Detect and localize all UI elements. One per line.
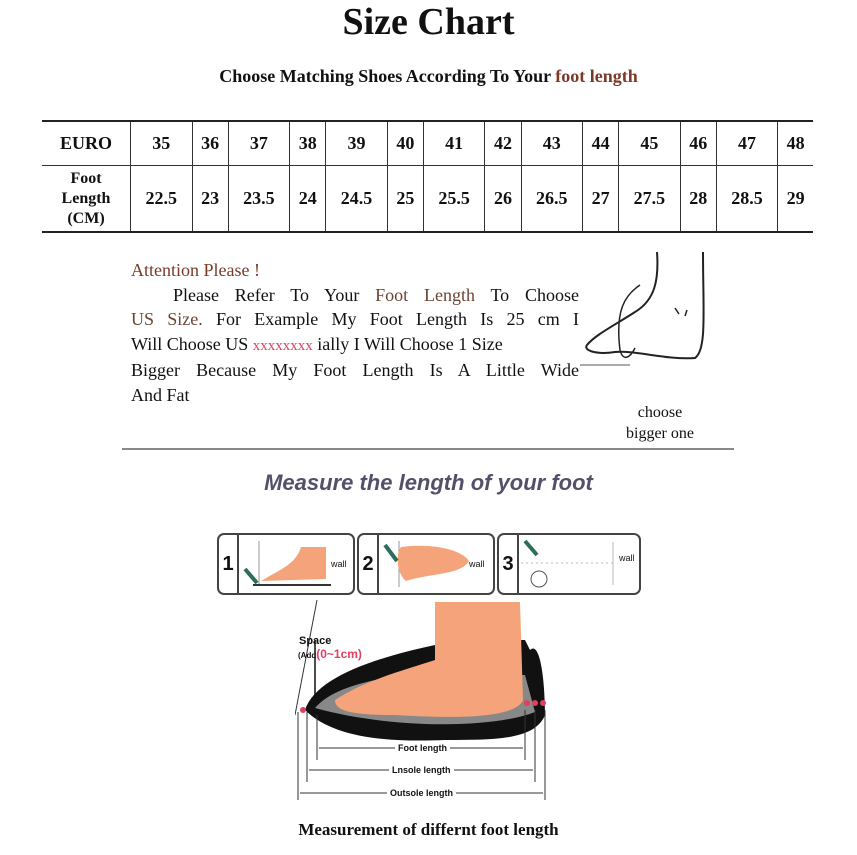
foot-top-icon <box>383 541 469 587</box>
space-add-label: (Add(0~1cm) <box>298 647 362 661</box>
foot-length-cell: 27.5 <box>618 165 681 232</box>
outsole-length-label: Outsole length <box>387 788 456 798</box>
euro-size-cell: 38 <box>289 121 326 166</box>
subtitle-text: Choose Matching Shoes According To Your <box>219 66 556 86</box>
step-3-panel: 3 wall <box>497 533 641 595</box>
choose-label-line: choose <box>637 404 683 421</box>
foot-length-cell: 23.5 <box>227 165 290 232</box>
step-2-panel: 2 wall <box>357 533 495 595</box>
choose-bigger-label: choose bigger one <box>610 402 710 444</box>
note-text: Foot Length <box>375 284 475 305</box>
foot-length-cell: 28.5 <box>715 165 778 232</box>
foot-length-cell: 26 <box>484 165 521 232</box>
measure-heading: Measure the length of your foot <box>264 470 593 495</box>
add-prefix: (Add <box>298 651 317 660</box>
foot-length-cell: 26.5 <box>520 165 583 232</box>
foot-side-icon <box>243 541 331 586</box>
diagram-caption: Measurement of differnt foot length <box>298 820 559 839</box>
foot-length-cell: 25 <box>386 165 424 232</box>
euro-size-cell: 43 <box>520 121 583 166</box>
foot-length-cell: 25.5 <box>422 165 485 232</box>
foot-length-cell: 24 <box>289 165 326 232</box>
step-number: 1 <box>219 535 239 593</box>
foot-length-cell: 28 <box>679 165 717 232</box>
wall-label: wall <box>331 559 347 569</box>
euro-size-cell: 42 <box>484 121 521 166</box>
note-text: Please Refer To Your <box>173 284 376 305</box>
foot-length-cell: 29 <box>777 165 813 232</box>
add-value: (0~1cm) <box>316 647 362 661</box>
foot-length-row: Foot Length (CM) 22.5 23 23.5 24 24.5 25 25.5 26 26… <box>42 165 813 232</box>
foot-length-cell: 24.5 <box>325 165 388 232</box>
row-header: EURO <box>42 121 131 166</box>
wall-label: wall <box>469 559 485 569</box>
euro-size-cell: 48 <box>777 121 813 166</box>
euro-size-cell: 44 <box>582 121 619 166</box>
euro-size-cell: 47 <box>715 121 778 166</box>
foot-sketch <box>580 251 705 366</box>
subtitle: Choose Matching Shoes According To Your … <box>0 66 857 87</box>
step-1-panel: 1 wall <box>217 533 355 595</box>
note-text: For Example My Foot Length Is 25 cm I <box>202 309 580 329</box>
note-text: To Choose <box>474 284 579 305</box>
step-number: 3 <box>499 535 519 593</box>
row-header: Foot Length (CM) <box>61 169 111 227</box>
foot-length-cell: 23 <box>191 165 229 232</box>
size-table: EURO 35 36 37 38 39 40 41 42 43 44 45 46 47 48 Foot Len… <box>42 120 813 233</box>
ruler-icon <box>521 539 616 588</box>
space-label: Space <box>299 635 332 647</box>
insole-length-label: Lnsole length <box>389 765 454 775</box>
euro-size-cell: 45 <box>618 121 681 166</box>
euro-row: EURO 35 36 37 38 39 40 41 42 43 44 45 46 47 48 <box>42 121 813 166</box>
attention-note: Attention Please ! Please Refer To Your … <box>131 258 579 407</box>
note-text: And Fat <box>131 384 190 405</box>
step-number: 2 <box>359 535 379 593</box>
euro-size-cell: 46 <box>679 121 717 166</box>
divider <box>122 448 734 450</box>
euro-size-cell: 39 <box>325 121 388 166</box>
foot-length-label: Foot length <box>395 743 450 753</box>
euro-size-cell: 40 <box>386 121 424 166</box>
page-title: Size Chart <box>342 1 515 43</box>
note-redacted: xxxxxxxx <box>252 337 313 354</box>
subtitle-highlight: foot length <box>555 66 638 86</box>
note-text: US Size. <box>131 309 203 329</box>
euro-size-cell: 37 <box>227 121 290 166</box>
note-heading: Attention Please ! <box>131 260 260 280</box>
euro-size-cell: 41 <box>422 121 485 166</box>
euro-size-cell: 35 <box>130 121 193 166</box>
foot-length-cell: 22.5 <box>130 165 193 232</box>
note-text: Bigger Because My Foot Length Is A Littl… <box>131 360 579 380</box>
foot-length-cell: 27 <box>582 165 619 232</box>
note-text: Will Choose US <box>131 333 253 354</box>
note-text: ially I Will Choose 1 Size <box>312 333 503 354</box>
euro-size-cell: 36 <box>191 121 229 166</box>
choose-label-line: bigger one <box>626 425 694 442</box>
wall-label: wall <box>619 553 635 563</box>
